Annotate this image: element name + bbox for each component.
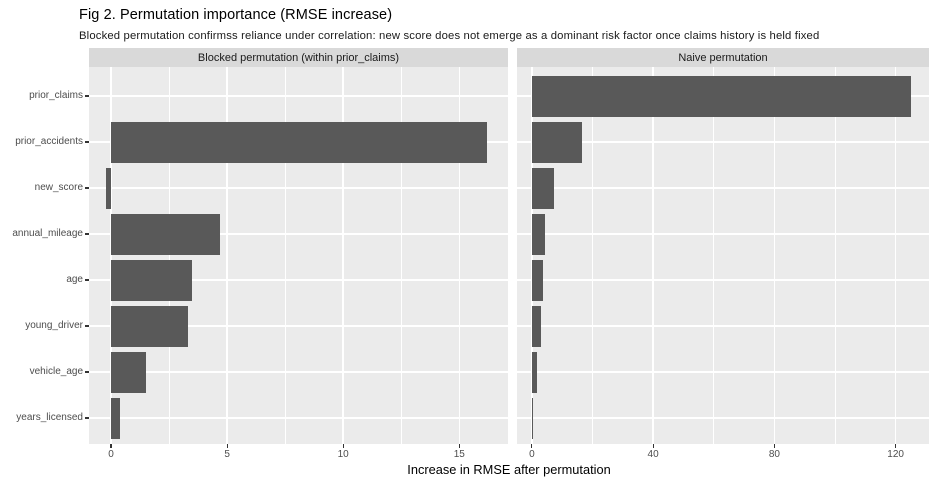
bar-prior_accidents	[111, 121, 488, 163]
bar-age	[111, 259, 193, 301]
x-tick-mark	[773, 444, 775, 448]
x-tick-mark	[458, 444, 460, 448]
x-tick-label: 80	[768, 449, 780, 460]
y-axis-label: annual_mileage	[12, 228, 83, 239]
bar-age	[531, 259, 544, 301]
gridline-major	[89, 371, 508, 373]
facet-panel-blocked	[89, 67, 508, 444]
facet-panel-naive	[517, 67, 929, 444]
gridline-major	[517, 279, 929, 281]
x-tick-mark	[531, 444, 533, 448]
gridline-major	[894, 67, 897, 444]
x-tick-mark	[226, 444, 228, 448]
facet-strip-label: Naive permutation	[678, 51, 768, 64]
gridline-minor	[592, 67, 593, 444]
y-tick-mark	[85, 233, 89, 235]
gridline-minor	[168, 67, 170, 444]
bar-new_score	[106, 167, 112, 209]
gridline-major	[89, 325, 508, 327]
gridline-major	[89, 187, 508, 189]
x-tick-mark	[342, 444, 344, 448]
gridline-major	[517, 371, 929, 373]
y-tick-mark	[85, 187, 89, 189]
y-axis-label: years_licensed	[16, 412, 83, 423]
y-tick-mark	[85, 371, 89, 373]
gridline-minor	[713, 67, 715, 444]
facet-strip-label: Blocked permutation (within prior_claims…	[197, 51, 400, 64]
y-tick-mark	[85, 95, 89, 97]
gridline-major	[89, 95, 508, 97]
x-tick-label: 40	[647, 449, 659, 460]
y-tick-mark	[85, 279, 89, 281]
bar-young_driver	[531, 305, 542, 347]
gridline-minor	[834, 67, 836, 444]
y-axis-label: age	[66, 274, 83, 285]
gridline-major	[89, 233, 508, 235]
y-axis-label: prior_accidents	[15, 136, 83, 147]
gridline-major	[226, 67, 228, 444]
y-axis-label: young_driver	[25, 320, 83, 331]
y-tick-mark	[85, 141, 89, 143]
figure-subtitle: Blocked permutation confirmss reliance u…	[79, 30, 820, 42]
gridline-minor	[400, 67, 402, 444]
gridline-major	[342, 67, 344, 444]
bar-prior_claims	[531, 75, 911, 117]
x-tick-mark	[652, 444, 654, 448]
gridline-major	[458, 67, 460, 444]
gridline-major	[517, 325, 929, 327]
bar-annual_mileage	[111, 213, 221, 255]
gridline-major	[517, 233, 929, 235]
gridline-major	[517, 187, 929, 189]
x-tick-label: 15	[453, 449, 465, 460]
gridline-major	[652, 67, 654, 444]
gridline-minor	[284, 67, 286, 444]
y-axis-label: new_score	[34, 182, 83, 193]
bar-vehicle_age	[531, 351, 538, 393]
bar-new_score	[531, 167, 554, 209]
gridline-major	[89, 279, 508, 281]
gridline-major	[517, 141, 929, 143]
bar-young_driver	[111, 305, 188, 347]
bar-annual_mileage	[531, 213, 546, 255]
gridline-major	[773, 67, 776, 444]
facet-strip-naive: Naive permutation	[517, 48, 929, 67]
gridline-major	[89, 417, 508, 419]
gridline-major	[110, 67, 112, 444]
x-tick-label: 5	[224, 449, 230, 460]
y-axis-label: vehicle_age	[29, 366, 83, 377]
x-tick-label: 0	[108, 449, 114, 460]
bar-prior_accidents	[531, 121, 583, 163]
bar-years_licensed	[111, 397, 121, 439]
x-tick-label: 10	[337, 449, 349, 460]
x-tick-mark	[110, 444, 112, 448]
bar-vehicle_age	[111, 351, 146, 393]
facet-strip-blocked: Blocked permutation (within prior_claims…	[89, 48, 508, 67]
y-axis-label: prior_claims	[29, 90, 83, 101]
x-axis-title: Increase in RMSE after permutation	[407, 462, 611, 477]
x-tick-label: 120	[887, 449, 904, 460]
figure-title: Fig 2. Permutation importance (RMSE incr…	[79, 7, 393, 23]
x-tick-mark	[895, 444, 897, 448]
y-tick-mark	[85, 417, 89, 419]
gridline-major	[531, 67, 533, 444]
y-tick-mark	[85, 325, 89, 327]
gridline-major	[517, 417, 929, 419]
x-tick-label: 0	[529, 449, 535, 460]
bar-years_licensed	[531, 397, 533, 439]
